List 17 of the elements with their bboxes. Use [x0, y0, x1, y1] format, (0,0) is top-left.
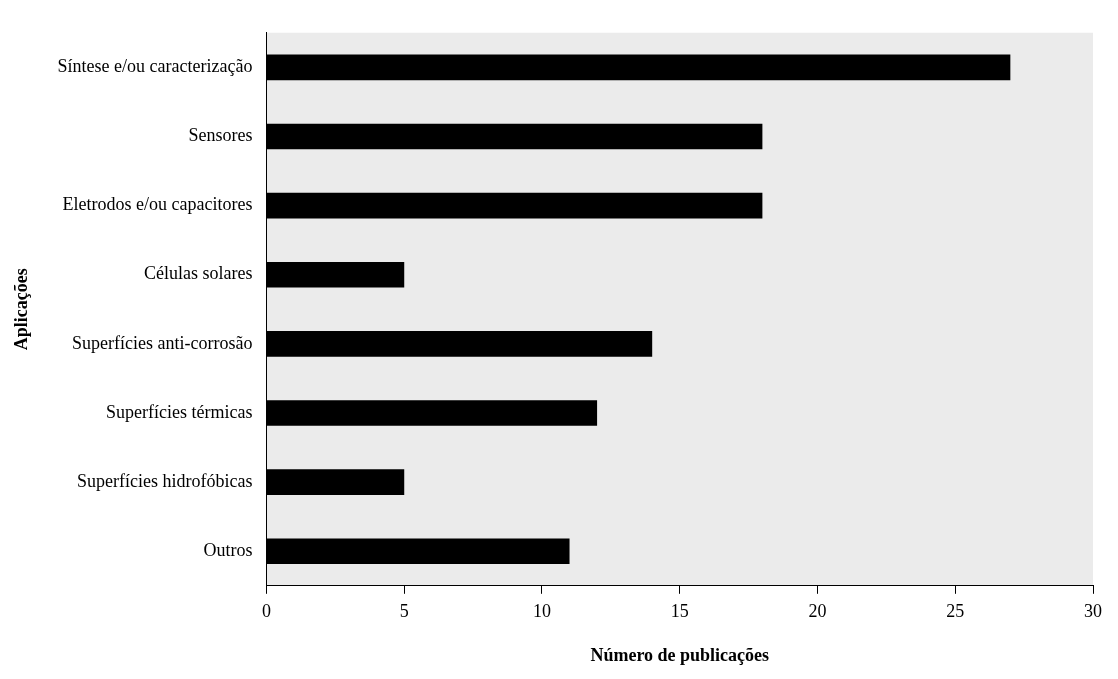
x-tick-label: 30 [1084, 601, 1102, 622]
x-tick-label: 0 [261, 601, 271, 622]
y-tick-label: Outros [203, 539, 253, 560]
x-axis-title: Número de publicações [590, 644, 770, 665]
y-tick-label: Superfícies hidrofóbicas [77, 470, 253, 491]
y-tick-label: Células solares [144, 263, 253, 284]
x-tick-label: 20 [808, 601, 827, 622]
y-tick-label: Sensores [188, 125, 253, 146]
y-axis-title: Aplicações [11, 268, 32, 351]
x-tick-label: 10 [532, 601, 551, 622]
x-tick-label: 15 [670, 601, 689, 622]
x-tick-label: 5 [399, 601, 409, 622]
y-tick-label: Superfícies anti-corrosão [72, 332, 253, 353]
y-tick-label: Superfícies térmicas [106, 401, 253, 422]
y-tick-label: Síntese e/ou caracterização [57, 56, 253, 77]
x-tick-label: 25 [946, 601, 965, 622]
y-tick-label: Eletrodos e/ou capacitores [62, 194, 253, 215]
